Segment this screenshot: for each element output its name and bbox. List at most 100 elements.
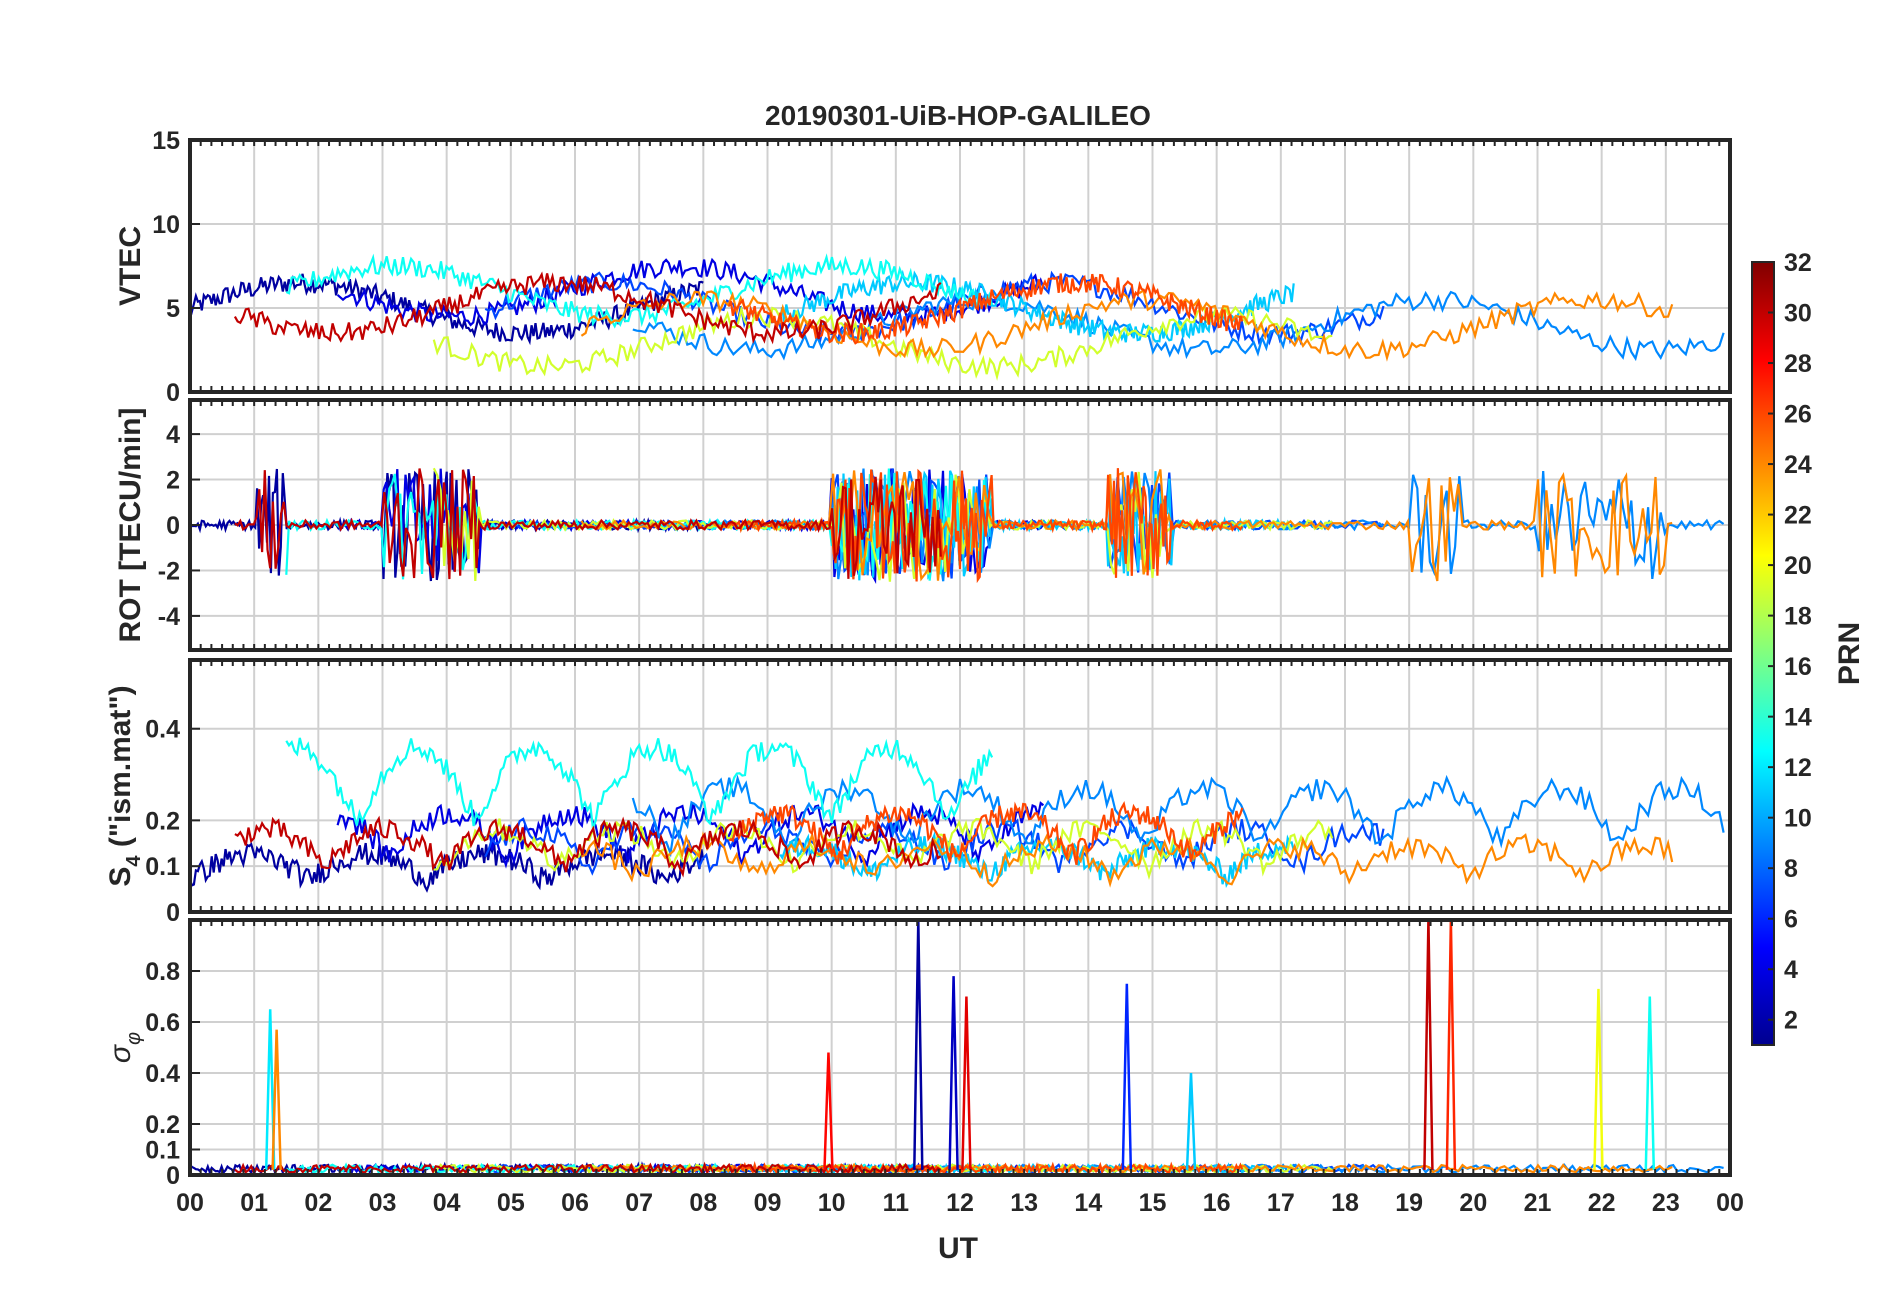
spike-prn-11 (1185, 1072, 1197, 1170)
y-tick-label: 4 (166, 421, 180, 449)
x-tick-label: 07 (625, 1189, 653, 1217)
series-line-prn-2 (190, 273, 704, 346)
minor-ticks (189, 660, 1731, 912)
series-line-prn-30 (234, 1161, 942, 1175)
spike-prn-2 (913, 920, 924, 1170)
colorbar-tick-label: 28 (1784, 350, 1812, 378)
x-tick-label: 19 (1395, 1189, 1423, 1217)
panel-rot: -4 -2 0 2 4 ROT [TECU/min] (114, 398, 1732, 652)
series-line-prn-26 (728, 468, 1244, 584)
series-layer (190, 253, 1725, 381)
x-tick-label: 02 (304, 1189, 332, 1217)
colorbar-tick-label: 32 (1784, 249, 1812, 277)
panel-vtec: 0 5 10 15 VTEC (114, 127, 1732, 407)
y-tick-label: 0.1 (145, 853, 180, 881)
series-line-prn-9 (632, 289, 1725, 362)
x-tick-label: 08 (689, 1189, 717, 1217)
x-tick-label: 16 (1203, 1189, 1231, 1217)
spike-prn-3 (948, 976, 959, 1170)
series-line-prn-30 (234, 468, 942, 580)
y-tick-label: 0 (166, 379, 180, 407)
colorbar-tick-label: 30 (1784, 300, 1812, 328)
spike-prn-13 (1644, 996, 1656, 1170)
colorbar-tick-label: 24 (1784, 451, 1812, 479)
x-tick-label: 00 (176, 1189, 204, 1217)
x-tick-label: 04 (433, 1189, 461, 1217)
series-line-prn-4 (336, 257, 1045, 327)
series-line-prn-4 (336, 801, 1045, 869)
spike-prn-24 (271, 1029, 282, 1170)
minor-ticks (189, 920, 1731, 1175)
colorbar-tick-label: 14 (1784, 704, 1812, 732)
spike-prn-12 (264, 1009, 276, 1170)
x-tick-label: 01 (240, 1189, 268, 1217)
x-tick-label: 20 (1459, 1189, 1487, 1217)
chart-title: 20190301-UiB-HOP-GALILEO (765, 100, 1151, 131)
series-line-prn-9 (631, 774, 1725, 858)
series-line-prn-13 (285, 737, 994, 830)
series-layer (190, 920, 1724, 1175)
series-layer (190, 737, 1725, 893)
x-tick-label: 15 (1139, 1189, 1167, 1217)
y-tick-label: 10 (152, 211, 180, 239)
x-tick-label: 23 (1652, 1189, 1680, 1217)
x-tick-label: 12 (946, 1189, 974, 1217)
colorbar-tick-label: 20 (1784, 552, 1812, 580)
series-line-prn-26 (727, 273, 1244, 345)
series-line-prn-26 (728, 1160, 1244, 1175)
y-tick-label: 5 (166, 295, 180, 323)
series-layer (190, 467, 1725, 584)
y-tick-label: 2 (166, 467, 180, 495)
colorbar-tick-label: 10 (1784, 805, 1812, 833)
series-line-prn-30 (233, 271, 942, 345)
series-line-prn-26 (728, 801, 1244, 866)
y-tick-label: 0 (166, 1162, 180, 1190)
x-tick-label: 10 (818, 1189, 846, 1217)
x-tick-label: 14 (1074, 1189, 1102, 1217)
y-tick-label: 0.4 (145, 1060, 180, 1088)
series-line-prn-13 (285, 253, 994, 329)
y-tick-label: 0.2 (145, 807, 180, 835)
panel-s4: 0 0.1 0.2 0.4S4 ("ism.mat") (104, 658, 1732, 927)
colorbar-tick-label: 4 (1784, 956, 1798, 984)
x-tick-label: 17 (1267, 1189, 1295, 1217)
y-tick-label: 0.4 (145, 716, 180, 744)
colorbar-tick-label: 18 (1784, 603, 1812, 631)
minor-ticks (189, 140, 1731, 392)
x-tick-label: 11 (883, 1189, 910, 1217)
spike-prn-30 (1423, 920, 1434, 1170)
x-tick-label: 05 (497, 1189, 525, 1217)
y-tick-label: 0.1 (145, 1137, 180, 1165)
colorbar-gradient (1751, 261, 1775, 1046)
minor-ticks (189, 400, 1731, 650)
colorbar-tick-label: 16 (1784, 653, 1812, 681)
panel-sigma_phi: 00.10.2 0.4 0.6 0.8 σφ (104, 918, 1732, 1190)
colorbar-tick-label: 8 (1784, 855, 1798, 883)
colorbar-tick-label: 2 (1784, 1007, 1798, 1035)
spike-prn-6 (1121, 983, 1133, 1170)
y-tick-label: 15 (152, 127, 180, 155)
x-tick-label: 21 (1524, 1189, 1552, 1217)
spike-prn-20 (1593, 988, 1604, 1170)
grid (190, 920, 1730, 1175)
y-axis-label: S4 ("ism.mat") (104, 685, 145, 886)
series-line-prn-11 (779, 269, 1295, 343)
series-line-prn-7 (484, 817, 1385, 876)
y-axis-label: ROT [TECU/min] (114, 408, 147, 643)
y-tick-label: -4 (158, 603, 180, 631)
series-line-prn-24 (580, 288, 1674, 362)
colorbar-tick-label: 26 (1784, 401, 1812, 429)
x-tick-label: 00 (1716, 1189, 1744, 1217)
series-line-prn-24 (580, 831, 1674, 888)
spike-prn-29 (961, 996, 972, 1170)
x-axis-label: UT (938, 1232, 978, 1265)
spike-prn-27 (1445, 920, 1457, 1170)
colorbar-tick-label: 6 (1784, 906, 1798, 934)
x-tick-label: 06 (561, 1189, 589, 1217)
x-tick-label: 03 (369, 1189, 397, 1217)
y-tick-label: 0.6 (145, 1009, 180, 1037)
y-tick-label: 0.2 (145, 1111, 180, 1139)
